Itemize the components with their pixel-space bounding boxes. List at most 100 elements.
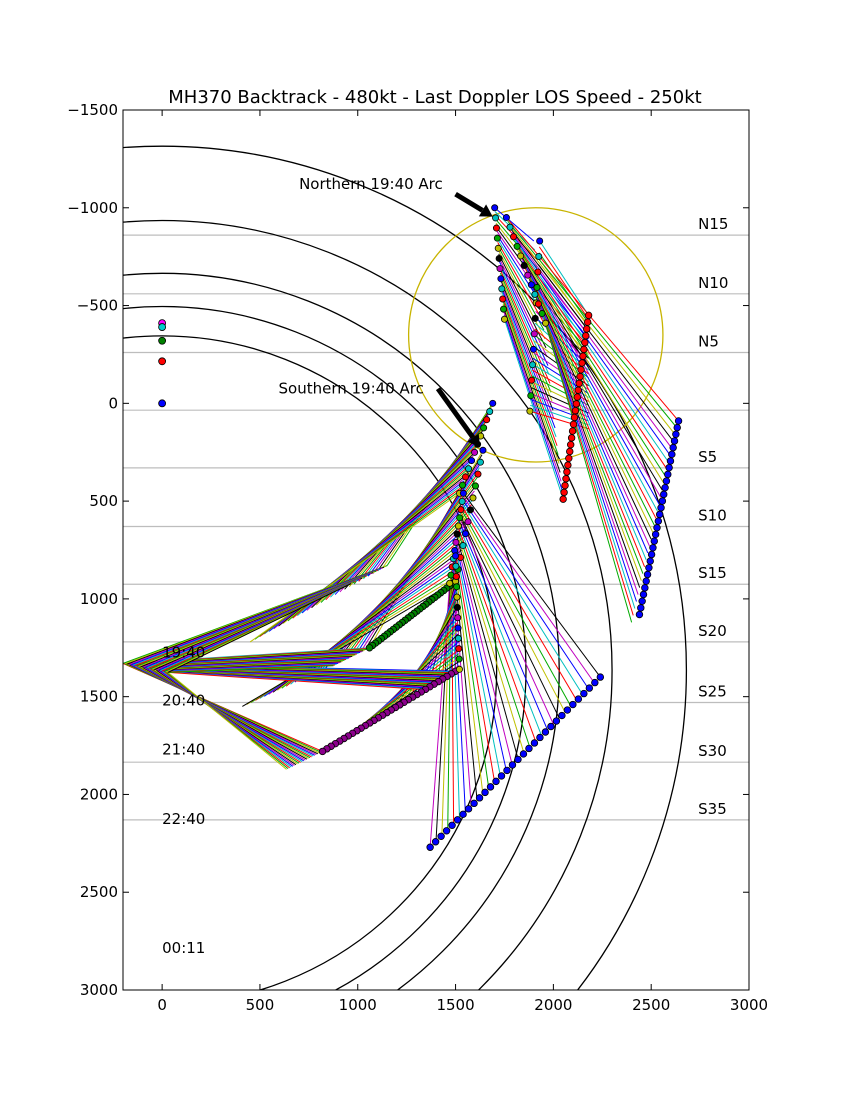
legend-dots	[158, 319, 167, 408]
arc-point	[649, 544, 657, 552]
arc-point	[456, 514, 464, 522]
arc-point	[657, 504, 665, 512]
track-line	[518, 250, 665, 484]
latitude-labels: N15 N10 N5 S5 S10 S15 S20 S25 S30 S35	[698, 215, 728, 818]
arc-point	[453, 583, 461, 591]
track-line	[160, 662, 340, 672]
arc-point	[528, 376, 536, 384]
annotations: Northern 19:40 Arc Southern 19:40 Arc	[279, 175, 493, 448]
arc-point	[643, 570, 652, 579]
arc-point	[517, 252, 525, 260]
arc-point	[531, 290, 539, 298]
arc-point	[448, 821, 456, 829]
arc-point	[637, 604, 645, 612]
arc-point	[583, 318, 592, 326]
latitude-label: S35	[698, 800, 727, 818]
arc-point	[492, 224, 500, 232]
track-line	[515, 242, 668, 470]
track-line	[454, 545, 502, 777]
arc-point	[574, 695, 583, 703]
ring-label: 19:40	[162, 644, 205, 662]
arc-point	[580, 689, 588, 698]
track-line	[519, 253, 663, 491]
track-line	[456, 533, 525, 754]
arc-point	[569, 700, 577, 709]
y-tick-label: −1500	[67, 101, 118, 119]
arc-point	[530, 330, 538, 338]
arc-point	[513, 242, 521, 250]
x-tick-label: 0	[157, 996, 167, 1014]
arc-point	[642, 577, 650, 585]
track-line	[503, 315, 563, 491]
arc-point	[578, 359, 586, 367]
arc-point	[568, 427, 577, 435]
arc-point	[454, 634, 462, 642]
arc-point	[576, 372, 584, 381]
arc-point	[563, 468, 571, 476]
arc-point	[527, 281, 535, 289]
legend-dot	[158, 357, 167, 366]
arc-point	[459, 810, 467, 819]
axis-ticks: 0 500 1000 1500 2000 2500 3000 −1500 −1000 −500 0 5…	[67, 101, 768, 1014]
arc-point	[574, 386, 582, 394]
track-line	[497, 242, 544, 322]
track-line	[462, 499, 590, 690]
arc-point	[514, 755, 522, 764]
track-line	[508, 224, 676, 436]
track-line	[516, 246, 667, 477]
arc-point	[454, 614, 462, 622]
arc-point	[458, 481, 466, 489]
x-tick-label: 1000	[339, 996, 377, 1014]
ring-labels: 19:40 20:40 21:40 22:40 00:11	[162, 644, 205, 957]
arc-point	[452, 538, 460, 546]
arc-point	[500, 305, 508, 313]
track-line	[530, 282, 650, 547]
arc-point	[529, 345, 537, 353]
annotation-arrow-shaft	[435, 387, 476, 440]
time-ring	[123, 305, 527, 990]
track-line	[459, 517, 554, 725]
arc-point	[459, 542, 467, 550]
track-line	[500, 280, 554, 411]
arc-point	[454, 522, 462, 530]
arc-point	[503, 766, 511, 775]
x-tick-label: 3000	[730, 996, 768, 1014]
arc-point	[486, 408, 494, 416]
arc-point	[661, 483, 669, 492]
annotation-label: Southern 19:40 Arc	[279, 380, 424, 398]
chart-title: MH370 Backtrack - 480kt - Last Doppler L…	[168, 87, 701, 108]
arc-point	[481, 788, 489, 797]
arc-point	[508, 761, 517, 769]
annotation-arrow-head	[478, 204, 493, 217]
arc-point	[496, 265, 504, 273]
arc-point	[591, 678, 599, 687]
arc-point	[491, 204, 499, 212]
y-tick-label: −1000	[67, 199, 118, 217]
latitude-label: N5	[698, 332, 719, 350]
latitude-lines	[123, 234, 749, 821]
track-line	[457, 527, 537, 742]
track-line	[167, 583, 352, 673]
arc-point	[558, 711, 566, 720]
time-rings	[123, 145, 687, 990]
y-tick-label: 1500	[80, 688, 118, 706]
arc-point	[442, 827, 451, 835]
arc-point	[453, 816, 462, 824]
latitude-label: N10	[698, 274, 728, 292]
track-line	[520, 257, 662, 498]
track-line	[458, 521, 548, 731]
arc-point	[584, 311, 593, 320]
arc-point	[494, 244, 502, 252]
arc-point	[524, 271, 532, 279]
x-tick-label: 1500	[436, 996, 474, 1014]
arc-point	[525, 744, 533, 753]
track-line	[154, 659, 345, 671]
y-tick-label: 3000	[80, 981, 118, 999]
arc-point	[653, 524, 661, 532]
track-line	[545, 323, 633, 623]
track-line	[242, 580, 456, 707]
latitude-label: S20	[698, 622, 727, 640]
arc-point	[464, 518, 472, 526]
track-line	[499, 265, 550, 375]
